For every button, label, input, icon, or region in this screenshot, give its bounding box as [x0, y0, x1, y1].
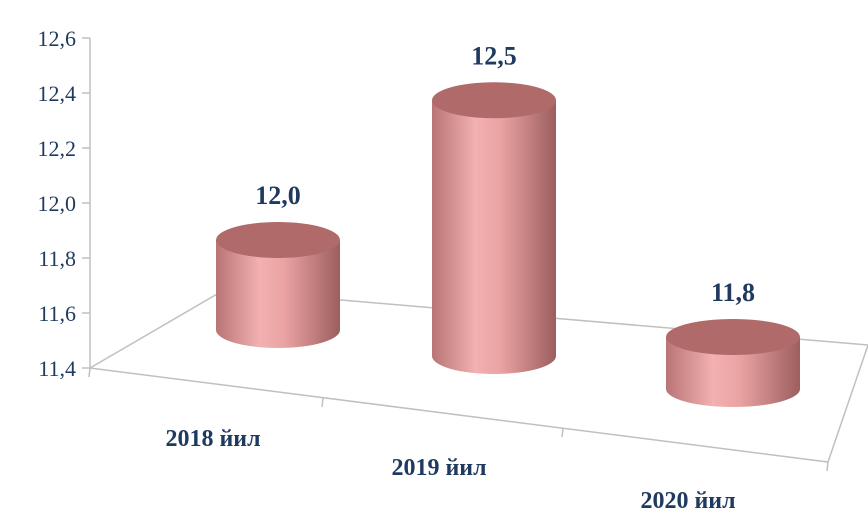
y-tick-label: 11,4: [38, 356, 76, 381]
category-label: 2020 йил: [640, 488, 735, 512]
bar-body: [666, 337, 800, 407]
x-axis-category-labels: 2018 йил 2019 йил 2020 йил: [165, 426, 735, 512]
bar-top: [666, 319, 800, 355]
x-axis-tick: [561, 427, 564, 438]
data-label: 12,0: [255, 181, 301, 210]
data-label: 11,8: [711, 278, 755, 307]
y-tick-label: 11,8: [38, 246, 76, 271]
x-axis-tick: [88, 367, 91, 378]
y-tick-label: 12,2: [38, 136, 77, 161]
category-label: 2019 йил: [391, 455, 486, 481]
y-axis-tick-labels: 11,4 11,6 11,8 12,0 12,2 12,4 12,6: [38, 26, 77, 381]
y-tick-label: 12,0: [38, 191, 77, 216]
axes: [82, 37, 868, 472]
bar-body: [216, 240, 340, 348]
bar: 11,8: [666, 278, 800, 407]
bar-top: [432, 82, 556, 119]
y-tick-label: 11,6: [38, 301, 76, 326]
bar-body: [432, 100, 556, 374]
category-label: 2018 йил: [165, 426, 260, 452]
bar-top: [216, 222, 340, 258]
y-tick-label: 12,6: [38, 26, 77, 51]
bar: 12,0: [216, 181, 340, 348]
y-tick-label: 12,4: [38, 81, 77, 106]
bars: 12,0 12,5 11,8: [216, 41, 800, 407]
x-axis-tick: [826, 461, 829, 472]
x-axis-tick: [321, 397, 324, 408]
data-label: 12,5: [471, 41, 517, 70]
bar: 12,5: [432, 41, 556, 374]
